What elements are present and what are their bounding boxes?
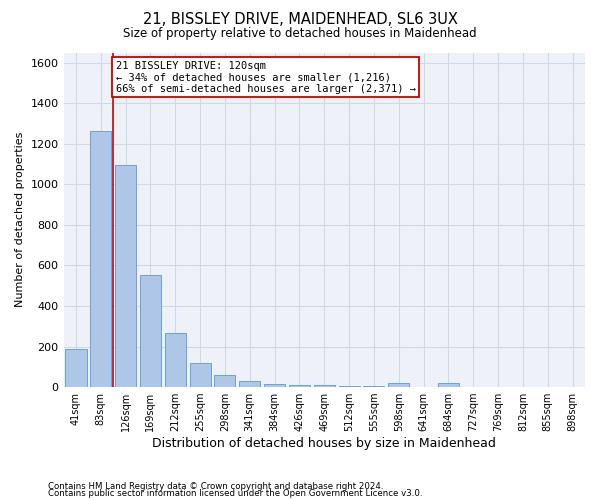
Bar <box>190 363 211 387</box>
Bar <box>438 383 459 387</box>
Bar <box>165 334 186 387</box>
Bar <box>115 165 136 387</box>
Bar <box>289 384 310 387</box>
Bar <box>314 386 335 387</box>
Bar <box>264 384 285 387</box>
Bar <box>140 274 161 387</box>
Bar <box>338 386 359 387</box>
Bar <box>214 375 235 387</box>
Text: Contains HM Land Registry data © Crown copyright and database right 2024.: Contains HM Land Registry data © Crown c… <box>48 482 383 491</box>
Bar <box>65 348 86 387</box>
Bar <box>239 382 260 387</box>
Text: Size of property relative to detached houses in Maidenhead: Size of property relative to detached ho… <box>123 28 477 40</box>
Text: Contains public sector information licensed under the Open Government Licence v3: Contains public sector information licen… <box>48 489 422 498</box>
Bar <box>388 383 409 387</box>
Y-axis label: Number of detached properties: Number of detached properties <box>15 132 25 308</box>
Text: 21 BISSLEY DRIVE: 120sqm
← 34% of detached houses are smaller (1,216)
66% of sem: 21 BISSLEY DRIVE: 120sqm ← 34% of detach… <box>116 60 416 94</box>
Bar <box>90 130 112 387</box>
X-axis label: Distribution of detached houses by size in Maidenhead: Distribution of detached houses by size … <box>152 437 496 450</box>
Bar <box>364 386 385 387</box>
Text: 21, BISSLEY DRIVE, MAIDENHEAD, SL6 3UX: 21, BISSLEY DRIVE, MAIDENHEAD, SL6 3UX <box>143 12 457 28</box>
